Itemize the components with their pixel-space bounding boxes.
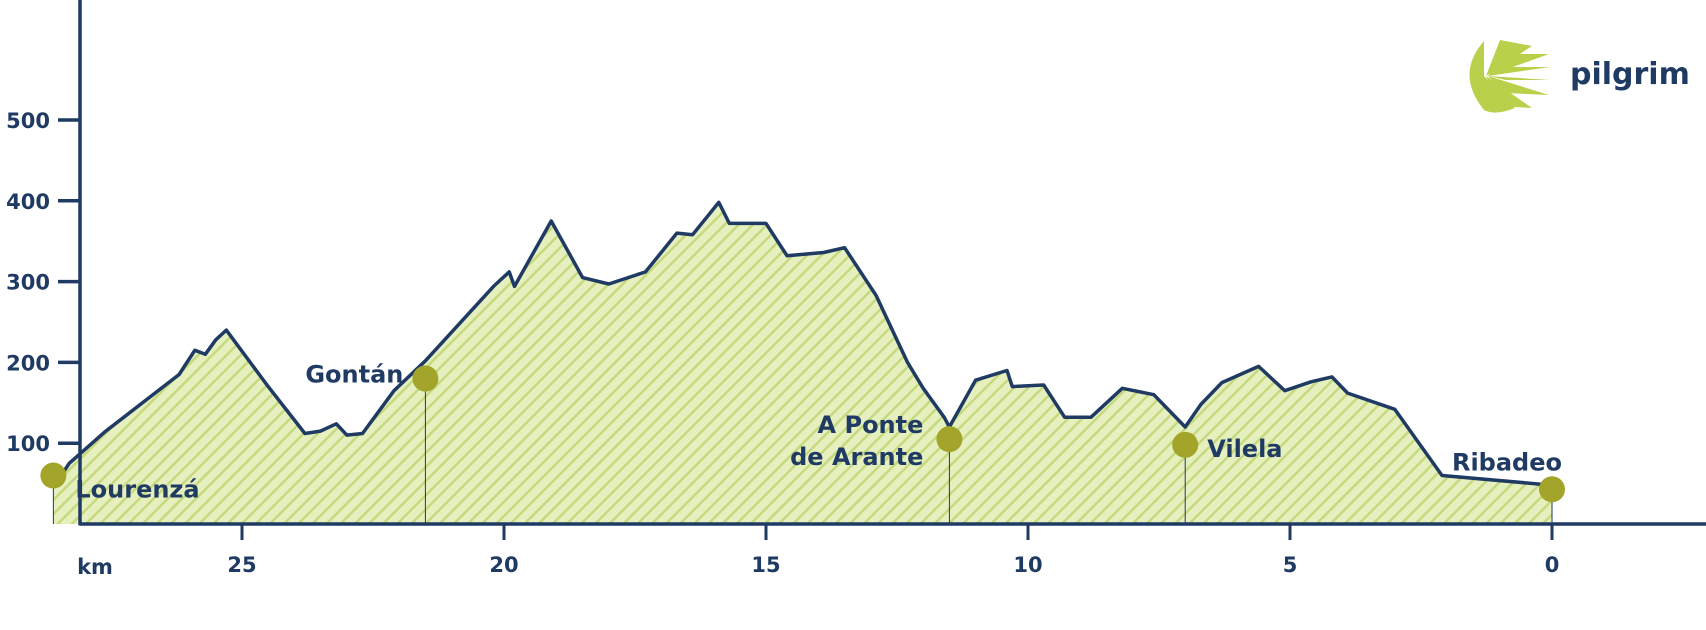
y-tick-label: 300	[6, 271, 50, 295]
y-tick-label: 100	[6, 432, 50, 456]
elevation-line	[51, 200, 1553, 489]
waypoint-label: Vilela	[1207, 435, 1282, 463]
waypoint: Vilela	[1172, 431, 1283, 524]
x-tick-label: 10	[1013, 553, 1042, 577]
waypoint-label: Gontán	[305, 361, 403, 389]
x-axis-unit-label: km	[77, 555, 113, 579]
x-tick-label: 20	[489, 553, 518, 577]
waypoint-marker	[1172, 431, 1199, 458]
pilgrim-logo: pilgrim	[1469, 40, 1690, 113]
waypoint: Ribadeo	[1452, 448, 1565, 524]
waypoint-label: Lourenzá	[75, 476, 199, 504]
elevation-area	[53, 202, 1552, 524]
waypoint: A Ponte de Arante	[790, 411, 963, 524]
y-tick-label: 200	[6, 351, 50, 375]
x-tick-label: 15	[751, 553, 780, 577]
scallop-shell-icon	[1469, 40, 1550, 113]
x-tick-label: 5	[1283, 553, 1298, 577]
waypoint-marker	[936, 426, 963, 453]
waypoint-marker	[412, 365, 439, 392]
y-tick-label: 400	[6, 190, 50, 214]
waypoint-label: Ribadeo	[1452, 448, 1562, 476]
logo-text: pilgrim	[1570, 57, 1690, 92]
x-tick-label: 25	[227, 553, 256, 577]
waypoint-marker	[1539, 476, 1565, 503]
waypoint: Lourenzá	[40, 462, 200, 524]
waypoint-marker	[40, 462, 67, 489]
x-tick-label: 0	[1545, 553, 1560, 577]
y-tick-label: 500	[6, 109, 50, 133]
waypoint-label: A Ponte de Arante	[790, 411, 923, 471]
waypoint: Gontán	[305, 361, 439, 524]
